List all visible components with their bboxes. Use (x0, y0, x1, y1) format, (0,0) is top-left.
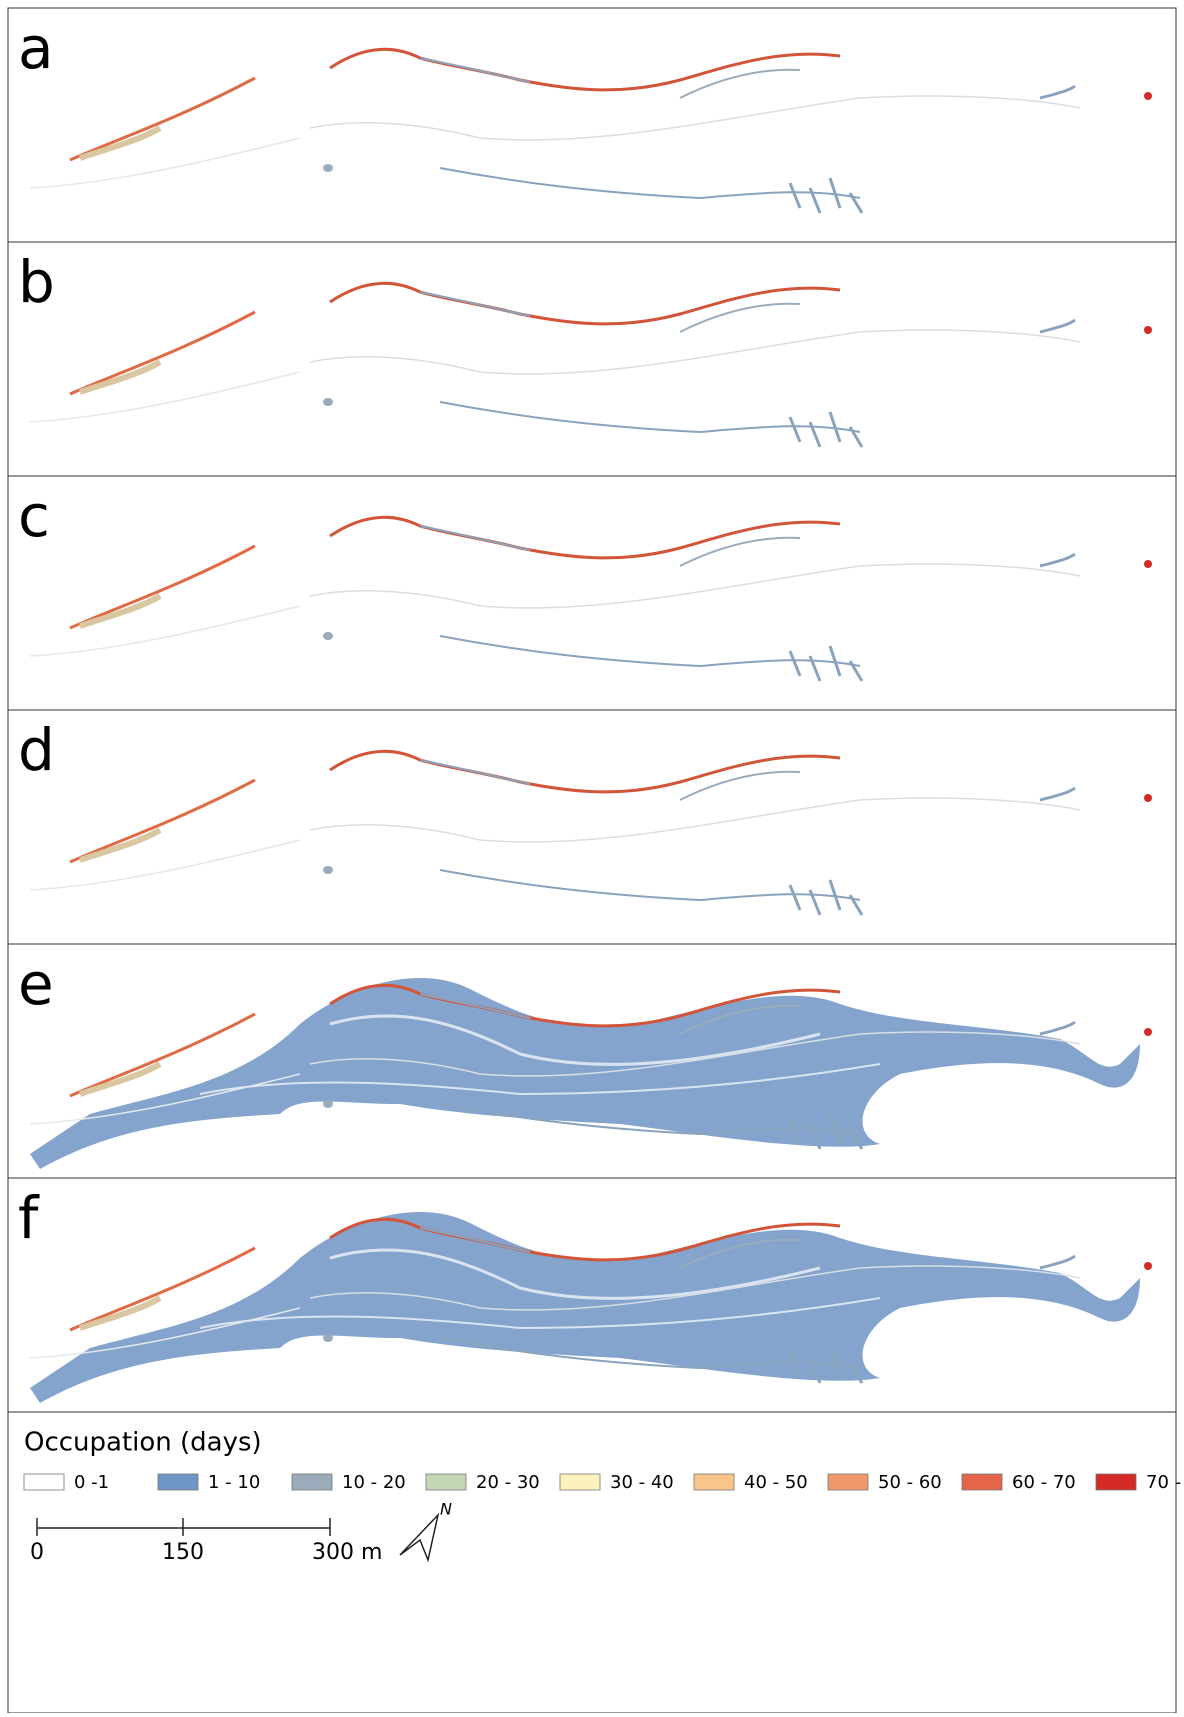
panel-label: a (18, 14, 54, 82)
map-panel: a (8, 14, 1176, 243)
scale-label: 150 (162, 1540, 204, 1565)
legend-swatch (693, 1473, 735, 1491)
legend-swatch (291, 1473, 333, 1491)
scale-bar: 0 150 300 m (30, 1518, 382, 1565)
legend-label: 1 - 10 (208, 1472, 260, 1493)
map-panel: d (8, 716, 1176, 945)
map-panel: b (8, 248, 1176, 477)
channels (30, 751, 1152, 915)
scale-label: 0 (30, 1540, 44, 1565)
legend-title: Occupation (days) (24, 1428, 262, 1458)
map-panel: e (8, 950, 1176, 1179)
channels (30, 283, 1152, 447)
legend-label: 30 - 40 (610, 1472, 674, 1493)
scale-label: 300 m (312, 1540, 382, 1565)
legend-label: 70 - 80 (1146, 1472, 1184, 1493)
legend-swatch (157, 1473, 199, 1491)
legend-label: 60 - 70 (1012, 1472, 1076, 1493)
legend-swatch (961, 1473, 1003, 1491)
panel-label: f (18, 1184, 40, 1252)
panel-label: e (18, 950, 54, 1018)
legend-label: 50 - 60 (878, 1472, 942, 1493)
legend-swatch (23, 1473, 65, 1491)
panel-label: c (18, 482, 50, 550)
legend-label: 10 - 20 (342, 1472, 406, 1493)
map-panel: c (8, 482, 1176, 711)
panel-label: b (18, 248, 55, 316)
legend-swatch (827, 1473, 869, 1491)
north-label: N (440, 1500, 452, 1519)
north-arrow: N (399, 1500, 452, 1563)
panel-label: d (18, 716, 55, 784)
map-panel: f (8, 1184, 1176, 1413)
legend-swatch (1095, 1473, 1137, 1491)
legend-swatch (425, 1473, 467, 1491)
legend-label: 0 -1 (74, 1472, 109, 1493)
legend-label: 20 - 30 (476, 1472, 540, 1493)
channels (30, 517, 1152, 681)
channels (30, 49, 1152, 213)
legend-label: 40 - 50 (744, 1472, 808, 1493)
legend-swatch (559, 1473, 601, 1491)
